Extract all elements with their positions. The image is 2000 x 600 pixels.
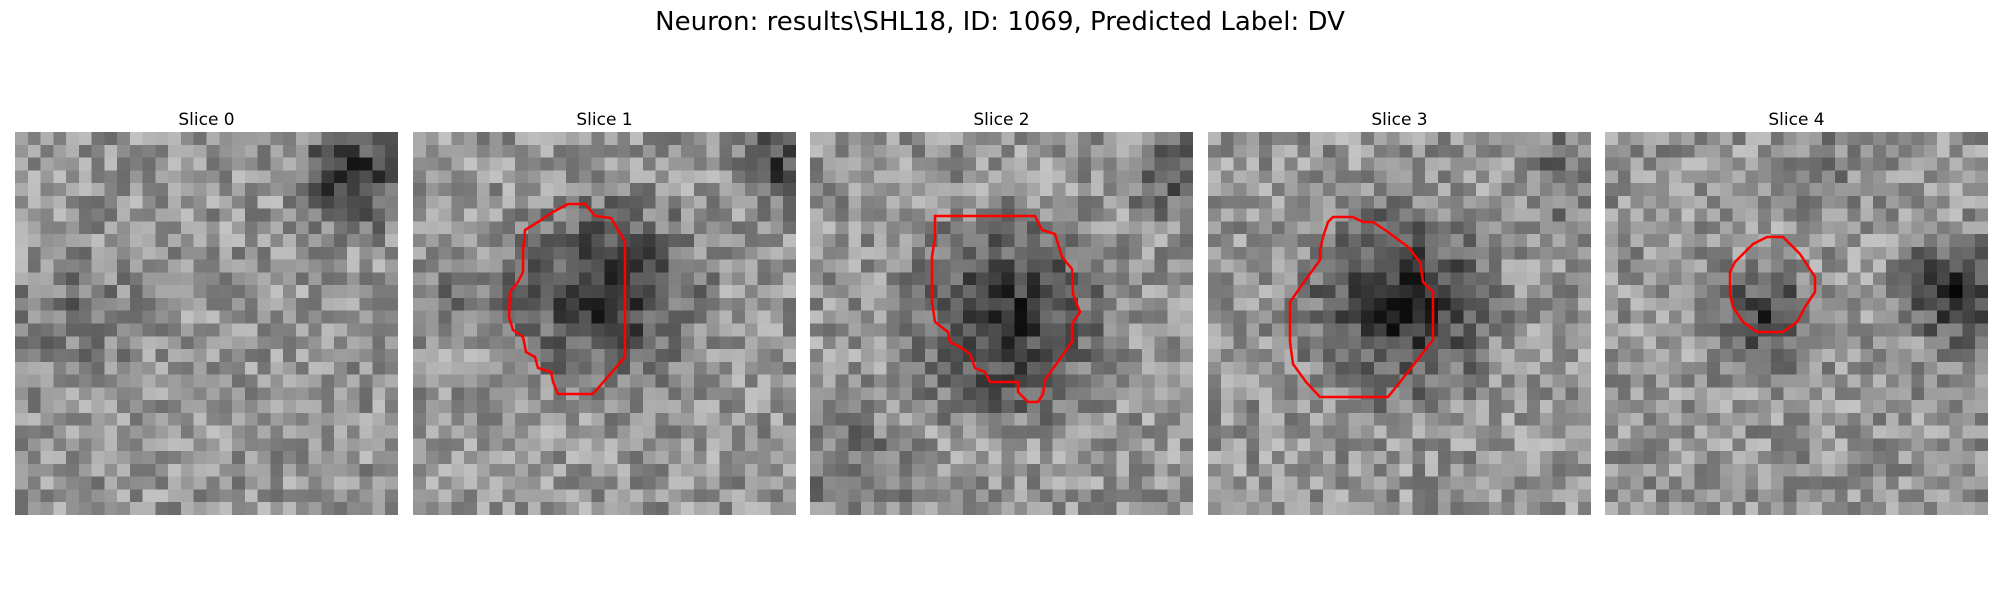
panel-title: Slice 2 xyxy=(973,110,1030,130)
slice-image xyxy=(1208,132,1591,515)
panel-title: Slice 0 xyxy=(178,110,235,130)
roi-contour xyxy=(507,202,627,396)
slice-image xyxy=(1605,132,1988,515)
roi-contour xyxy=(1728,235,1817,334)
roi-contour-line xyxy=(507,202,627,396)
roi-contour-line xyxy=(930,214,1082,404)
slice-image xyxy=(15,132,398,515)
roi-contour xyxy=(1288,215,1435,399)
panel-title: Slice 4 xyxy=(1768,110,1825,130)
slice-pixels xyxy=(15,132,398,515)
panel-slice-0: Slice 0 xyxy=(15,108,398,515)
slice-pixels xyxy=(413,132,796,515)
roi-contour xyxy=(930,214,1082,404)
panel-slice-3: Slice 3 xyxy=(1208,108,1591,515)
slice-image xyxy=(810,132,1193,515)
roi-contour-line xyxy=(1288,215,1435,399)
roi-contour-line xyxy=(1728,235,1817,334)
slice-pixels xyxy=(1208,132,1591,515)
slice-pixels xyxy=(810,132,1193,515)
panel-slice-1: Slice 1 xyxy=(413,108,796,515)
panel-slice-2: Slice 2 xyxy=(810,108,1193,515)
panel-slice-4: Slice 4 xyxy=(1605,108,1988,515)
figure-title: Neuron: results\SHL18, ID: 1069, Predict… xyxy=(655,7,1345,37)
panel-title: Slice 3 xyxy=(1371,110,1428,130)
slice-image xyxy=(413,132,796,515)
panel-title: Slice 1 xyxy=(576,110,633,130)
